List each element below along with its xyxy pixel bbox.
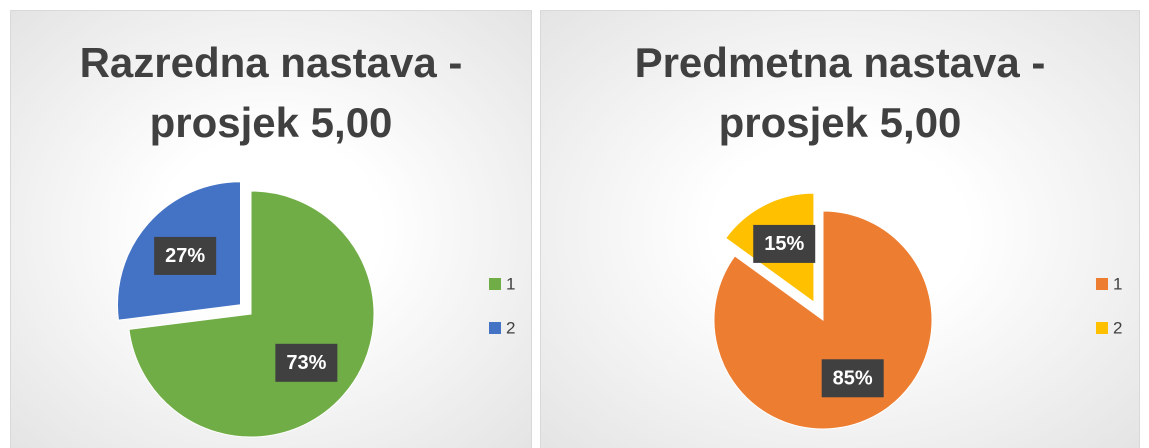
legend-label: 2 bbox=[1113, 318, 1122, 337]
data-label-box bbox=[154, 236, 217, 275]
legend-label: 1 bbox=[506, 274, 515, 293]
data-label-box bbox=[275, 343, 338, 382]
legend-swatch bbox=[489, 322, 501, 334]
legend-swatch bbox=[1096, 322, 1108, 334]
chart: 73% 27% 1 2 bbox=[117, 181, 515, 438]
data-label: 85% bbox=[833, 368, 873, 390]
legend-swatch bbox=[489, 278, 501, 290]
chart: 85% 15% 1 2 bbox=[713, 192, 1122, 430]
data-label: 15% bbox=[764, 233, 804, 255]
data-label: 73% bbox=[286, 352, 326, 374]
legend-label: 1 bbox=[1113, 274, 1122, 293]
chart-panel: Predmetna nastava - prosjek 5,00 85% 15% 1… bbox=[540, 10, 1140, 448]
chart-panel: Razredna nastava - prosjek 5,00 73% 27% 1 2 bbox=[10, 10, 532, 448]
data-label-box bbox=[753, 224, 816, 263]
data-label-box bbox=[821, 359, 884, 398]
chart-title: Razredna nastava - prosjek 5,00 bbox=[79, 39, 463, 146]
legend-label: 2 bbox=[506, 318, 515, 337]
data-label: 27% bbox=[165, 245, 205, 267]
legend-swatch bbox=[1096, 278, 1108, 290]
chart-title: Predmetna nastava - prosjek 5,00 bbox=[634, 39, 1046, 146]
